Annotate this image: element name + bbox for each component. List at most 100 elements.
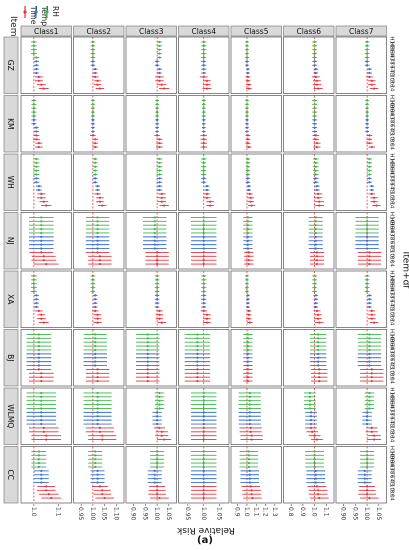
category-tick-label: H6 (389, 397, 395, 405)
panel-nj-class7 (335, 212, 387, 270)
value-tick-label: 1.0 (30, 507, 37, 517)
estimate-point (153, 231, 156, 235)
estimate-point (205, 79, 209, 82)
estimate-point (370, 317, 373, 320)
panel-frame (125, 36, 177, 94)
estimate-point (368, 360, 371, 363)
estimate-point (245, 52, 249, 55)
category-axis-ticks: t4t6t8t10T3T4T6T8H3H4H6H8H10t4t6t8t10T3T… (389, 36, 395, 501)
estimate-point (96, 372, 99, 375)
estimate-point (246, 220, 250, 223)
estimate-point (146, 333, 149, 336)
estimate-point (313, 64, 316, 67)
estimate-point (98, 87, 102, 90)
estimate-point (156, 122, 159, 125)
estimate-point (40, 372, 43, 375)
estimate-point (32, 278, 35, 281)
category-tick-label: t8 (389, 78, 395, 84)
estimate-point (202, 177, 205, 180)
estimate-point (370, 83, 373, 86)
category-tick-label: H3 (389, 288, 395, 296)
estimate-point (205, 321, 209, 324)
estimate-point (32, 290, 35, 293)
category-tick-label: t10 (389, 189, 395, 199)
class-header-label: Class7 (349, 27, 374, 36)
estimate-point (37, 341, 40, 344)
legend-key-point (34, 10, 38, 14)
estimate-point (158, 138, 161, 141)
value-tick-label: 0.95 (184, 507, 191, 521)
category-tick-label: t4 (389, 495, 395, 501)
category-tick-label: T8 (389, 115, 395, 123)
estimate-point (202, 469, 205, 472)
estimate-point (146, 379, 149, 383)
estimate-point (153, 235, 156, 238)
class-header-label: Class4 (191, 27, 216, 36)
estimate-point (248, 411, 251, 414)
panel-wlmq-class7 (335, 387, 387, 445)
estimate-point (368, 138, 371, 141)
estimate-point (94, 177, 97, 180)
category-tick-label: t10 (389, 306, 395, 316)
estimate-point (202, 227, 205, 231)
estimate-point (103, 496, 106, 500)
value-tick-label: 1.00 (363, 507, 370, 521)
category-tick-label: T8 (389, 232, 395, 240)
value-tick-label: 1.1 (55, 507, 62, 517)
estimate-point (196, 376, 199, 379)
city-strip-box (3, 270, 19, 328)
estimate-point (247, 461, 250, 465)
estimate-point (245, 48, 249, 51)
category-tick-label: T3 (389, 303, 395, 311)
estimate-point (245, 282, 249, 285)
category-tick-label: t4 (389, 203, 395, 209)
estimate-point (368, 298, 371, 301)
estimate-point (94, 173, 97, 176)
category-tick-label: H3 (389, 463, 395, 471)
panel-frame (230, 329, 282, 387)
estimate-point (246, 75, 250, 79)
estimate-point (308, 407, 312, 410)
panel-wh-class3 (125, 153, 177, 211)
estimate-point (32, 286, 35, 289)
estimate-point (202, 48, 205, 51)
estimate-point (37, 461, 40, 465)
category-tick-label: t8 (389, 195, 395, 201)
estimate-point (366, 122, 369, 125)
estimate-point (94, 337, 97, 340)
estimate-point (314, 239, 317, 242)
estimate-point (368, 407, 371, 410)
panel-frame (283, 153, 335, 211)
estimate-point (96, 247, 99, 250)
estimate-point (37, 344, 40, 348)
estimate-point (247, 450, 250, 453)
estimate-point (246, 165, 250, 168)
estimate-point (158, 173, 161, 176)
panel-frame (335, 270, 387, 328)
city-strip-label: GZ (6, 60, 15, 71)
category-tick-label: t8 (389, 487, 395, 493)
estimate-point (366, 489, 369, 492)
estimate-point (202, 294, 205, 297)
estimate-point (94, 352, 97, 355)
estimate-point (32, 107, 35, 110)
estimate-point (309, 419, 313, 422)
estimate-point (315, 262, 319, 266)
category-tick-label: H3 (389, 346, 395, 354)
estimate-point (366, 282, 369, 285)
panel-frame (125, 153, 177, 211)
panel-frame (20, 153, 72, 211)
estimate-point (368, 255, 371, 258)
estimate-point (370, 313, 373, 316)
estimate-point (373, 196, 376, 199)
estimate-point (318, 204, 321, 207)
estimate-point (250, 204, 253, 207)
value-tick-label: 1.00 (89, 507, 96, 521)
estimate-point (247, 465, 250, 469)
estimate-point (247, 262, 250, 266)
estimate-point (40, 317, 43, 320)
estimate-point (40, 403, 43, 406)
estimate-point (366, 286, 369, 289)
value-tick-label: 1.3 (271, 507, 278, 517)
estimate-point (91, 118, 94, 121)
